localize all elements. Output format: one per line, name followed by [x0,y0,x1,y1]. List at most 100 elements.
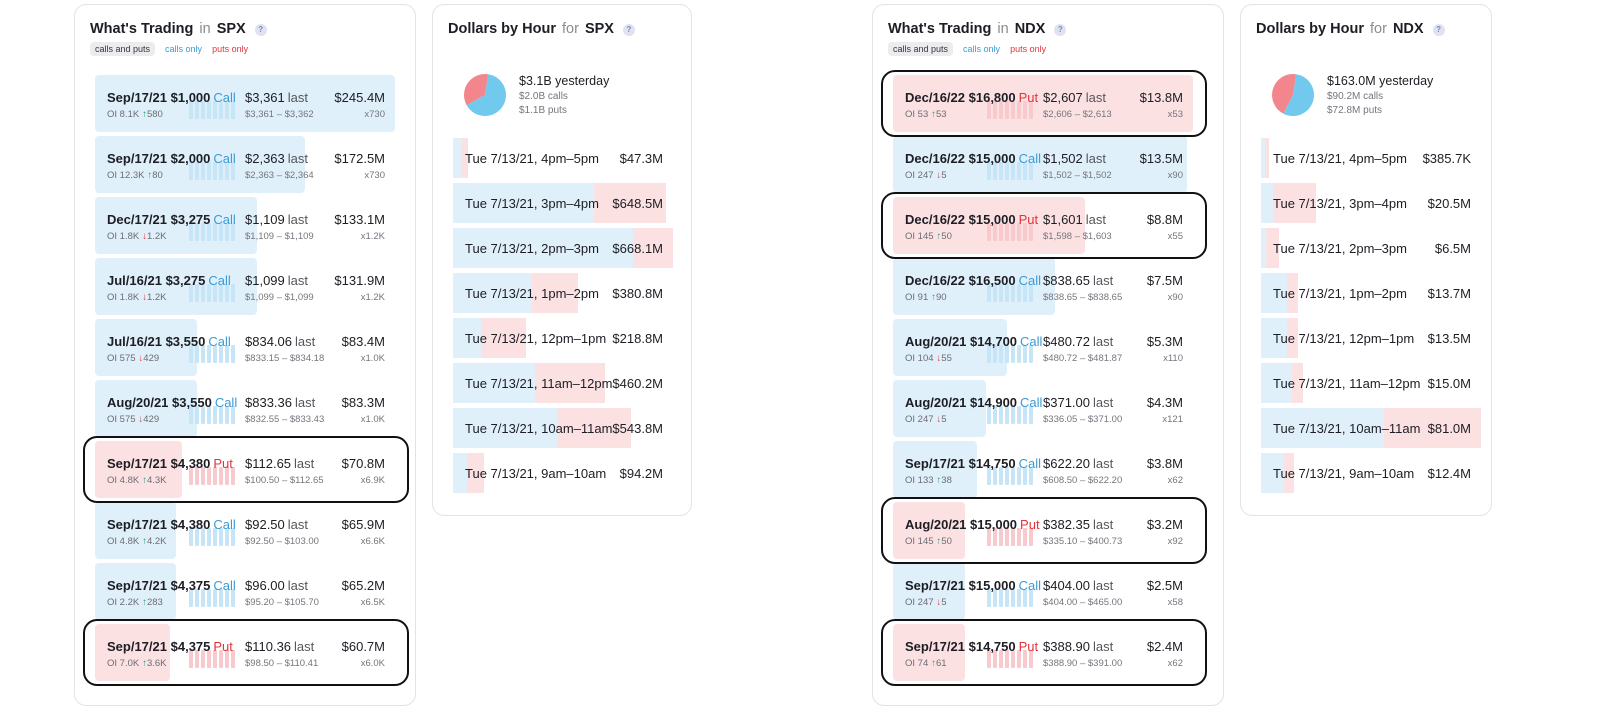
sparkline-tick [999,284,1003,302]
hour-label: Tue 7/13/21, 9am–10am [465,466,607,481]
hour-row[interactable]: Tue 7/13/21, 9am–10am $12.4M [1261,453,1481,493]
filter-puts-only[interactable]: puts only [1010,44,1047,54]
open-interest-value: OI 133 [905,475,934,486]
hour-row[interactable]: Tue 7/13/21, 9am–10am $94.2M [453,453,673,493]
filter-puts-only[interactable]: puts only [212,44,249,54]
help-icon[interactable]: ? [1054,24,1067,36]
trade-row[interactable]: Sep/17/21 $2,000 Call OI 12.3K ↑80 $2,363 las… [95,136,395,193]
contract-multiplier: x53 [1167,109,1183,120]
open-interest-value: OI 575 [107,353,136,364]
hour-row[interactable]: Tue 7/13/21, 2pm–3pm $668.1M [453,228,673,268]
hour-row[interactable]: Tue 7/13/21, 1pm–2pm $380.8M [453,273,673,313]
filter-calls-and-puts[interactable]: calls and puts [888,42,954,56]
arrow-up-icon: ↑ [931,109,936,120]
trade-row[interactable]: Sep/17/21 $4,375 Call OI 2.2K ↑283 $96.00 las… [95,563,395,620]
dollar-volume: $4.3M [1146,395,1183,410]
trade-row[interactable]: Sep/17/21 $4,375 Put OI 7.0K ↑3.6K $110.36 la… [95,624,395,681]
filter-calls-only[interactable]: calls only [165,44,203,54]
sparkline-tick [1017,467,1021,485]
hour-row[interactable]: Tue 7/13/21, 4pm–5pm $47.3M [453,138,673,178]
arrow-down-icon: ↓ [936,597,942,608]
trade-row[interactable]: Jul/16/21 $3,550 Call OI 575 ↓429 $834.06 las… [95,319,395,376]
trade-row[interactable]: Sep/17/21 $14,750 Put OI 74 ↑61 $388.90 last $… [893,624,1193,681]
hour-puts-bar [1266,228,1279,268]
open-interest: OI 91 ↑90 [905,292,947,303]
sparkline-tick [1017,223,1021,241]
trade-row[interactable]: Dec/16/22 $15,000 Put OI 145 ↑50 $1,601 last $… [893,197,1193,254]
trade-row[interactable]: Sep/17/21 $4,380 Put OI 4.8K ↑4.3K $112.65 la… [95,441,395,498]
trade-row[interactable]: Sep/17/21 $4,380 Call OI 4.8K ↑4.2K $92.50 la… [95,502,395,559]
dollar-volume: $5.3M [1146,334,1183,349]
hour-row[interactable]: Tue 7/13/21, 12pm–1pm $13.5M [1261,318,1481,358]
row-volume-bar [893,380,986,437]
contract-type: Call [1018,151,1042,166]
hour-row[interactable]: Tue 7/13/21, 1pm–2pm $13.7M [1261,273,1481,313]
trade-list: Sep/17/21 $1,000 Call OI 8.1K ↑580 $3,361 las… [83,75,409,686]
trade-row[interactable]: Sep/17/21 $15,000 Call OI 247 ↓5 $404.00 last… [893,563,1193,620]
hour-row[interactable]: Tue 7/13/21, 11am–12pm $15.0M [1261,363,1481,403]
hour-row[interactable]: Tue 7/13/21, 2pm–3pm $6.5M [1261,228,1481,268]
trade-row[interactable]: Dec/16/22 $16,800 Put OI 53 ↑53 $2,607 last $2… [893,75,1193,132]
contract-multiplier: x6.6K [360,536,385,547]
hour-row[interactable]: Tue 7/13/21, 11am–12pm $460.2M [453,363,673,403]
sparkline-tick [213,284,217,302]
contract-type: Put [213,639,233,654]
sparkline-tick [1029,589,1033,607]
hour-puts-bar [1273,183,1316,223]
hour-row[interactable]: Tue 7/13/21, 3pm–4pm $648.5M [453,183,673,223]
help-icon[interactable]: ? [623,24,635,36]
sparkline-tick [993,345,997,363]
sparkline-tick [207,589,211,607]
hour-list: Tue 7/13/21, 4pm–5pm $47.3M Tue 7/13/21, 3… [453,138,673,498]
contract-expiry: Dec/17/21 [107,212,167,227]
last-price-value: $833.36 [245,395,292,410]
sparkline-tick [1011,101,1015,119]
help-icon[interactable]: ? [1432,24,1445,36]
last-price: $1,601 last [1043,212,1106,227]
hour-calls-bar [453,363,535,403]
sparkline-tick [201,345,205,363]
trade-row[interactable]: Sep/17/21 $14,750 Call OI 133 ↑38 $622.20 las… [893,441,1193,498]
hour-row[interactable]: Tue 7/13/21, 10am–11am $81.0M [1261,408,1481,448]
filter-calls-only[interactable]: calls only [963,44,1001,54]
contract-name: Jul/16/21 $3,550 Call [107,334,231,349]
open-interest: OI 247 ↓5 [905,170,947,181]
hour-amount: $12.4M [1427,466,1471,481]
trade-row[interactable]: Dec/16/22 $16,500 Call OI 91 ↑90 $838.65 last… [893,258,1193,315]
volume-sparkline [987,650,1033,668]
hour-puts-bar [1287,318,1299,358]
sparkline-tick [195,467,199,485]
hour-row[interactable]: Tue 7/13/21, 10am–11am $543.8M [453,408,673,448]
trade-row[interactable]: Dec/16/22 $15,000 Call OI 247 ↓5 $1,502 last $… [893,136,1193,193]
open-interest: OI 247 ↓5 [905,597,947,608]
open-interest-change: 53 [936,109,947,120]
hour-label: Tue 7/13/21, 3pm–4pm [1273,196,1407,211]
row-volume-bar [95,197,257,254]
sparkline-tick [225,101,229,119]
contract-name: Sep/17/21 $4,375 Put [107,639,233,654]
hour-row[interactable]: Tue 7/13/21, 4pm–5pm $385.7K [1261,138,1481,178]
contract-expiry: Dec/16/22 [905,273,965,288]
summary-total: $3.1B yesterday [519,74,610,88]
trade-row[interactable]: Aug/20/21 $14,700 Call OI 104 ↓55 $480.72 las… [893,319,1193,376]
open-interest-change: 4.3K [146,475,167,486]
sparkline-tick [231,406,235,424]
trade-row[interactable]: Dec/17/21 $3,275 Call OI 1.8K ↓1.2K $1,109 la… [95,197,395,254]
sparkline-tick [1017,101,1021,119]
hour-label: Tue 7/13/21, 11am–12pm [465,376,613,391]
sparkline-tick [1029,406,1033,424]
contract-strike: $14,700 [970,334,1018,349]
trade-row[interactable]: Aug/20/21 $15,000 Put OI 145 ↑50 $382.35 last… [893,502,1193,559]
hour-amount: $218.8M [612,331,663,346]
hour-row[interactable]: Tue 7/13/21, 12pm–1pm $218.8M [453,318,673,358]
dollar-volume: $60.7M [341,639,385,654]
help-icon[interactable]: ? [254,24,267,36]
hour-row[interactable]: Tue 7/13/21, 3pm–4pm $20.5M [1261,183,1481,223]
trade-row[interactable]: Aug/20/21 $14,900 Call OI 247 ↓5 $371.00 last… [893,380,1193,437]
trade-row[interactable]: Aug/20/21 $3,550 Call OI 575 ↓429 $833.36 las… [95,380,395,437]
trade-row[interactable]: Jul/16/21 $3,275 Call OI 1.8K ↓1.2K $1,099 la… [95,258,395,315]
filter-calls-and-puts[interactable]: calls and puts [90,42,156,56]
open-interest-change: 55 [941,353,952,364]
price-range: $2,363 – $2,364 [245,170,314,181]
trade-row[interactable]: Sep/17/21 $1,000 Call OI 8.1K ↑580 $3,361 las… [95,75,395,132]
